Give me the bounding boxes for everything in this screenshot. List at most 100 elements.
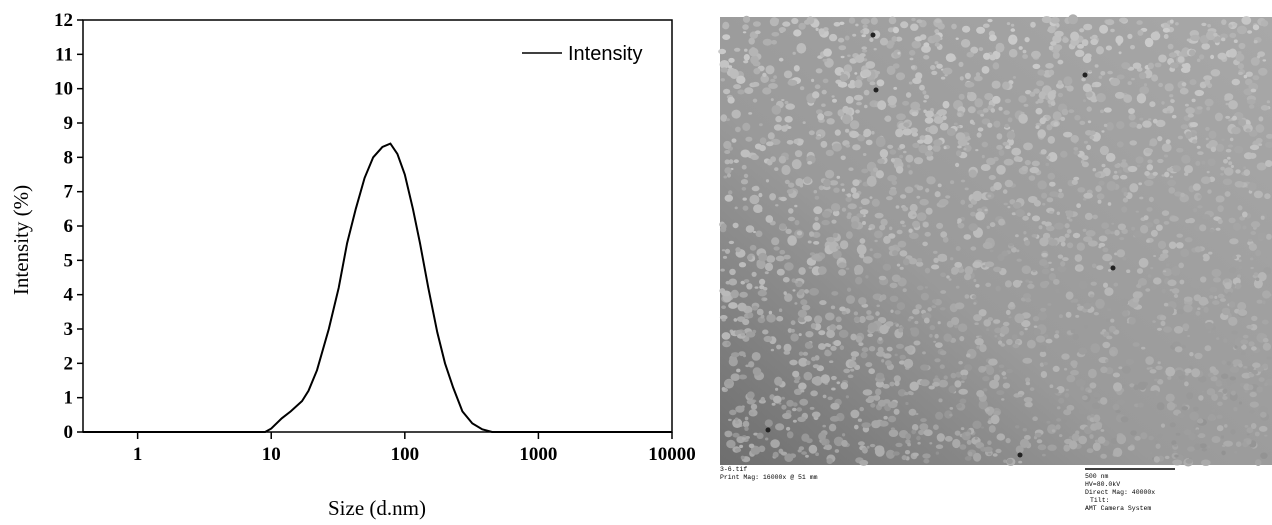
particle — [1252, 24, 1260, 31]
particle — [770, 98, 774, 102]
particle — [955, 371, 962, 378]
particle — [899, 266, 904, 270]
particle — [1237, 309, 1248, 316]
particle — [875, 136, 886, 148]
particle — [793, 388, 803, 395]
particle — [1121, 206, 1128, 213]
particle — [808, 444, 818, 454]
particle — [932, 299, 937, 304]
particle — [795, 178, 804, 187]
particle — [1011, 247, 1017, 253]
particle — [1229, 238, 1239, 245]
particle — [911, 40, 922, 49]
particle — [1221, 373, 1229, 379]
particle — [830, 203, 841, 212]
particle — [880, 218, 888, 226]
particle — [977, 127, 984, 132]
particle — [1243, 88, 1253, 96]
particle — [1100, 109, 1104, 114]
particle — [798, 267, 806, 275]
particle — [949, 413, 953, 417]
particle — [1164, 83, 1174, 92]
particle — [1192, 139, 1198, 144]
particle — [841, 439, 848, 447]
particle — [927, 145, 933, 151]
particle — [794, 280, 798, 284]
particle — [1053, 388, 1059, 394]
particle — [1116, 74, 1125, 80]
particle — [1082, 228, 1087, 232]
particle — [923, 100, 927, 103]
particle — [1053, 278, 1060, 285]
particle — [1180, 124, 1189, 130]
particle — [805, 360, 811, 366]
particle — [907, 210, 917, 220]
particle — [861, 447, 868, 454]
particle — [1196, 58, 1201, 63]
particle — [1021, 165, 1029, 172]
particle — [852, 179, 860, 187]
particle — [1260, 215, 1265, 220]
particle — [895, 205, 900, 209]
particle — [1183, 429, 1192, 436]
particle — [1116, 399, 1126, 405]
particle — [765, 215, 774, 223]
particle — [889, 295, 899, 302]
particle — [954, 430, 961, 436]
particle — [784, 100, 789, 105]
particle — [964, 72, 971, 80]
particle — [1055, 424, 1061, 430]
particle — [940, 231, 948, 238]
particle — [1237, 302, 1247, 311]
particle — [964, 364, 973, 372]
particle — [896, 343, 904, 349]
particle — [1101, 222, 1109, 229]
particle — [1123, 94, 1133, 103]
particle — [775, 423, 785, 431]
particle — [1234, 181, 1244, 188]
particle — [737, 302, 747, 312]
particle — [911, 111, 918, 117]
particle — [917, 441, 921, 445]
particle — [908, 81, 913, 85]
particle — [1045, 162, 1050, 167]
particle — [822, 78, 829, 84]
particle — [1033, 88, 1040, 94]
particle — [831, 219, 837, 224]
particle — [853, 94, 864, 101]
particle — [751, 186, 760, 192]
particle — [896, 302, 906, 311]
particle — [1244, 390, 1248, 393]
particle — [823, 178, 831, 188]
particle — [926, 176, 936, 185]
particle — [1087, 389, 1092, 393]
particle — [805, 331, 814, 338]
particle — [1083, 236, 1093, 243]
particle — [796, 230, 803, 236]
particle — [1117, 223, 1126, 231]
particle — [1240, 351, 1246, 356]
particle — [960, 427, 965, 431]
particle — [769, 193, 776, 201]
x-tick-label: 1 — [133, 444, 143, 465]
particle — [1163, 34, 1169, 39]
particle — [1217, 205, 1224, 213]
particle — [1167, 279, 1177, 287]
particle — [843, 64, 853, 74]
particle — [984, 407, 990, 412]
particle — [946, 275, 950, 279]
particle — [1213, 216, 1221, 221]
particle — [895, 442, 903, 448]
particle — [803, 371, 813, 381]
particle — [1078, 435, 1087, 445]
particle — [1133, 384, 1139, 390]
particle — [756, 259, 766, 270]
particle — [798, 382, 807, 390]
particle — [1000, 343, 1006, 347]
particle — [1261, 319, 1269, 325]
particle — [849, 79, 856, 85]
particle — [847, 203, 857, 210]
particle — [1054, 44, 1063, 51]
particle — [1238, 119, 1247, 126]
caption: HV=80.0kV — [1085, 481, 1120, 488]
